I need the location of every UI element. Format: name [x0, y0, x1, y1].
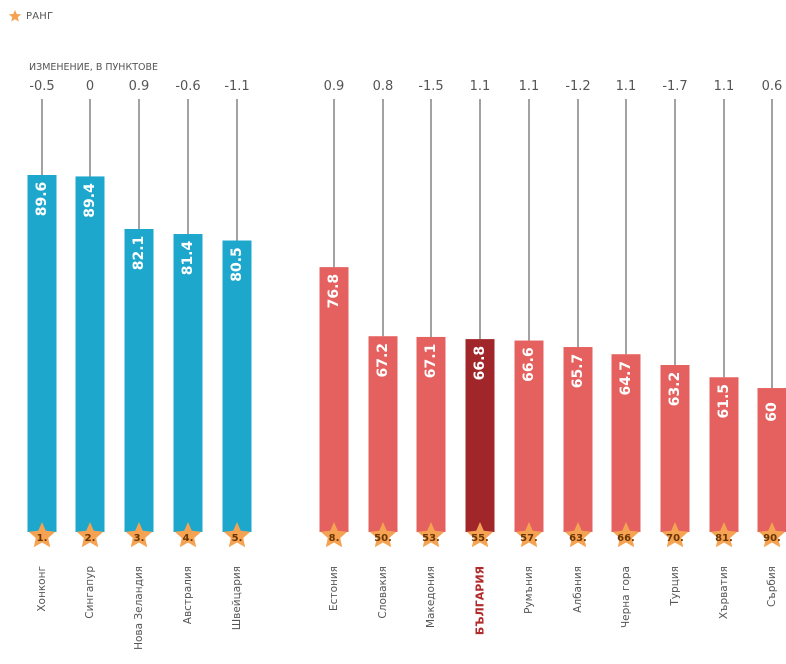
change-title: ИЗМЕНЕНИЕ, В ПУНКТОВЕ — [29, 62, 158, 73]
bar — [27, 175, 57, 532]
change-label: -0.5 — [29, 79, 54, 94]
category-label: Нова Зеландия — [133, 566, 145, 650]
legend-label: РАНГ — [26, 10, 54, 22]
rank-star-icon — [758, 522, 786, 548]
data-label: 67.1 — [423, 344, 439, 379]
change-label: 1.1 — [519, 79, 540, 94]
change-label: -1.7 — [662, 79, 687, 94]
data-label: 82.1 — [131, 236, 147, 271]
rank-star-icon — [125, 522, 153, 548]
category-label: Австралия — [182, 566, 194, 624]
rank-label: 90. — [763, 533, 781, 544]
data-label: 76.8 — [326, 274, 342, 309]
bar — [514, 340, 544, 532]
change-label: 1.1 — [470, 79, 491, 94]
bar — [124, 228, 154, 532]
rank-label: 50. — [374, 533, 392, 544]
data-label: 67.2 — [375, 343, 391, 378]
category-label: Сингапур — [84, 566, 96, 619]
rank-star-icon — [174, 522, 202, 548]
data-label: 63.2 — [667, 372, 683, 407]
change-label: -1.5 — [418, 79, 443, 94]
change-label: 0.8 — [373, 79, 394, 94]
change-label: -1.2 — [565, 79, 590, 94]
data-label: 80.5 — [229, 247, 245, 282]
bar — [563, 347, 593, 532]
category-label: БЪЛГАРИЯ — [474, 566, 487, 635]
data-label: 66.6 — [521, 347, 537, 382]
bar — [757, 388, 786, 532]
rank-label: 3. — [134, 533, 145, 544]
data-label: 89.6 — [34, 182, 50, 217]
rank-label: 5. — [232, 533, 243, 544]
data-label: 61.5 — [716, 384, 732, 419]
rank-star-icon — [28, 522, 56, 548]
bar — [709, 377, 739, 532]
change-label: 0.9 — [324, 79, 345, 94]
bar — [368, 336, 398, 532]
data-label: 60 — [764, 402, 780, 422]
rank-star-icon — [661, 522, 689, 548]
change-label: -0.6 — [175, 79, 200, 94]
rank-label: 70. — [666, 533, 684, 544]
rank-label: 66. — [617, 533, 635, 544]
rank-star-icon — [223, 522, 251, 548]
bar — [416, 336, 446, 532]
category-label: Швейцария — [231, 566, 243, 630]
bar — [660, 365, 690, 532]
rank-star-icon — [466, 522, 494, 548]
change-label: 1.1 — [714, 79, 735, 94]
bar — [611, 354, 641, 532]
rank-label: 55. — [471, 533, 489, 544]
rank-label: 4. — [183, 533, 194, 544]
data-label: 81.4 — [180, 240, 196, 275]
bar — [222, 240, 252, 532]
category-label: Словакия — [377, 566, 389, 619]
data-label: 66.8 — [472, 346, 488, 381]
rank-label: 53. — [422, 533, 440, 544]
change-label: 0.6 — [762, 79, 783, 94]
rank-label: 2. — [85, 533, 96, 544]
category-label: Хонконг — [36, 566, 48, 612]
rank-label: 57. — [520, 533, 538, 544]
bar — [319, 267, 349, 532]
change-label: -1.1 — [224, 79, 249, 94]
category-label: Сърбия — [766, 566, 778, 607]
rank-star-icon — [710, 522, 738, 548]
category-label: Албания — [572, 566, 584, 613]
category-label: Македония — [425, 566, 437, 628]
bar — [465, 339, 495, 532]
rank-star-icon — [612, 522, 640, 548]
change-label: 0.9 — [129, 79, 150, 94]
bar — [173, 234, 203, 533]
rank-label: 81. — [715, 533, 733, 544]
data-label: 64.7 — [618, 361, 634, 396]
rank-label: 1. — [37, 533, 48, 544]
rank-star-icon — [369, 522, 397, 548]
legend: РАНГ — [8, 9, 53, 23]
rank-star-icon — [320, 522, 348, 548]
change-label: 1.1 — [616, 79, 637, 94]
category-label: Турция — [669, 566, 681, 607]
category-label: Черна гора — [620, 566, 632, 628]
rank-star-icon — [515, 522, 543, 548]
rank-label: 63. — [569, 533, 587, 544]
category-label: Естония — [328, 566, 340, 611]
rank-label: 8. — [329, 533, 340, 544]
category-label: Румъния — [523, 566, 535, 614]
rank-star-icon — [417, 522, 445, 548]
rank-star-icon — [564, 522, 592, 548]
data-label: 65.7 — [570, 354, 586, 389]
rank-star-icon — [76, 522, 104, 548]
change-label: 0 — [86, 79, 94, 94]
star-icon — [8, 9, 22, 22]
category-label: Хърватия — [718, 566, 730, 619]
bar — [75, 176, 105, 532]
data-label: 89.4 — [82, 183, 98, 218]
